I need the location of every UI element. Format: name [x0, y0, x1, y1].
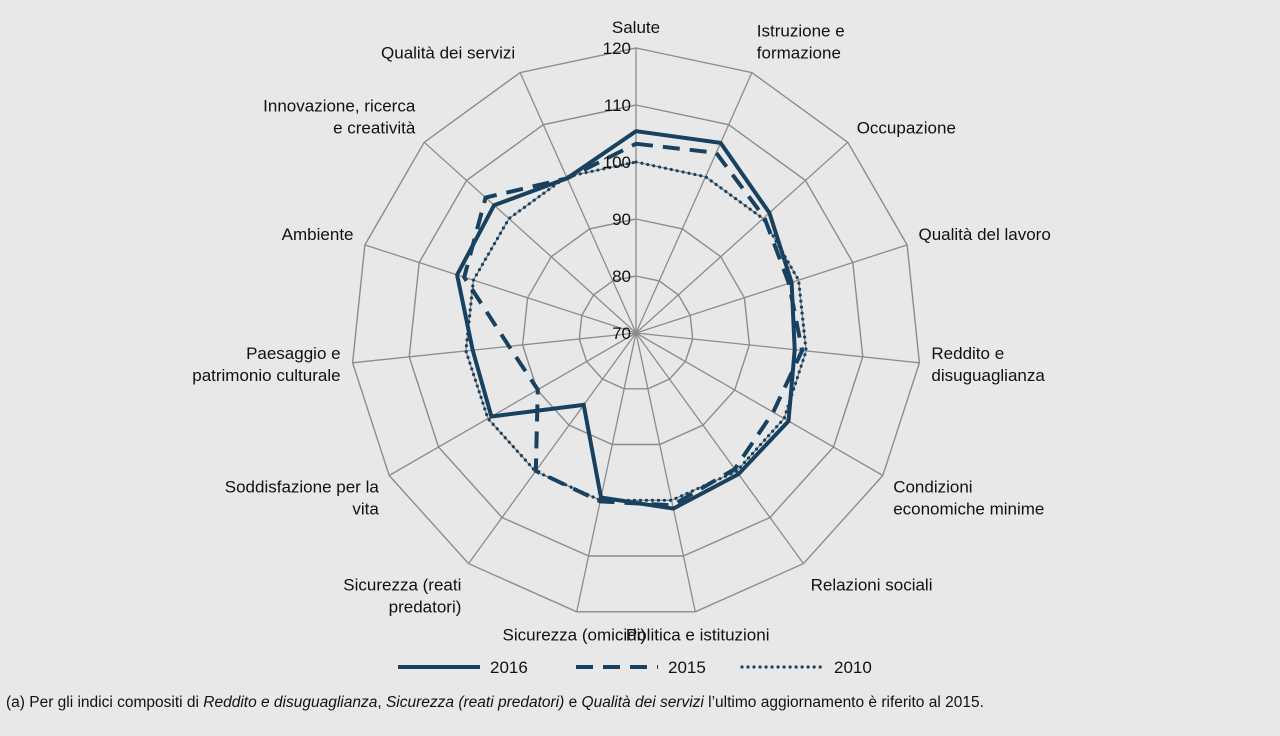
grid-spoke — [635, 332, 696, 612]
axis-label: Salute — [612, 18, 660, 37]
grid-spoke — [423, 141, 637, 334]
axis-label: Istruzione e formazione — [757, 22, 845, 63]
grid-spoke — [364, 244, 637, 334]
radar-axis-labels: Salute Istruzione e formazione Occupazione Q… — [192, 18, 1051, 645]
grid-ring-110 — [408, 104, 864, 557]
tick-label-70: 70 — [612, 324, 631, 343]
axis-label: Politica e istituzioni — [626, 626, 770, 645]
footnote-item-servizi: Qualità dei servizi — [581, 694, 704, 711]
grid-spoke — [352, 332, 637, 364]
grid-spoke — [635, 332, 920, 364]
axis-label: Qualità dei servizi — [381, 44, 515, 63]
axis-label: Relazioni sociali — [811, 575, 933, 594]
footnote-item-sicurezza: Sicurezza (reati predatori) — [385, 694, 565, 711]
grid-ring-120 — [351, 47, 921, 613]
axis-label: Soddisfazione per la vita — [225, 478, 380, 519]
chart-legend: 2016 2015 2010 — [398, 658, 872, 677]
grid-spoke — [635, 72, 753, 334]
radar-series — [454, 129, 808, 511]
grid-ring-80 — [578, 275, 694, 390]
footnote-sep: e — [564, 694, 582, 711]
grid-spoke — [576, 332, 637, 612]
axis-label: Ambiente — [282, 225, 354, 244]
footnote-item-reddito: Reddito e disuguaglianza — [203, 694, 378, 711]
axis-label: Qualità del lavoro — [919, 225, 1051, 244]
axis-label: Occupazione — [857, 118, 956, 137]
grid-spoke — [635, 141, 849, 334]
axis-label: Sicurezza (reati predatori) — [343, 575, 461, 616]
tick-label-80: 80 — [612, 267, 631, 286]
tick-label-110: 110 — [604, 96, 631, 115]
tick-label-90: 90 — [612, 210, 631, 229]
tick-label-100: 100 — [603, 153, 631, 172]
series-2010 — [464, 160, 808, 502]
series-2016 — [454, 129, 797, 511]
grid-spoke — [635, 332, 884, 477]
grid-ring-90 — [521, 218, 751, 446]
grid-spoke — [388, 332, 637, 477]
radar-tick-labels: 70 80 90 100 110 120 — [603, 39, 631, 343]
tick-label-120: 120 — [603, 39, 631, 58]
footnote: (a) Per gli indici compositi di Reddito … — [6, 694, 984, 712]
footnote-sep: , — [377, 694, 386, 711]
legend-label-2010: 2010 — [834, 658, 872, 677]
axis-label: Reddito e disuguaglianza — [931, 344, 1045, 385]
axis-label: Paesaggio e patrimonio culturale — [192, 344, 340, 385]
radar-chart: 70 80 90 100 110 120 Salute Istruzione e formaz… — [192, 18, 1051, 677]
legend-label-2016: 2016 — [490, 658, 528, 677]
grid-spoke — [519, 72, 637, 334]
grid-spoke — [635, 332, 805, 564]
axis-label: Sicurezza (omicidi) — [503, 626, 647, 645]
legend-label-2015: 2015 — [668, 658, 706, 677]
footnote-suffix: l’ultimo aggiornamento è riferito al 201… — [703, 694, 984, 711]
footnote-prefix: (a) Per gli indici compositi di — [6, 694, 204, 711]
axis-label: Condizioni economiche minime — [893, 478, 1044, 519]
grid-spoke — [467, 332, 637, 564]
axis-label: Innovazione, ricerca e creatività — [263, 96, 416, 137]
grid-spoke — [635, 244, 908, 334]
